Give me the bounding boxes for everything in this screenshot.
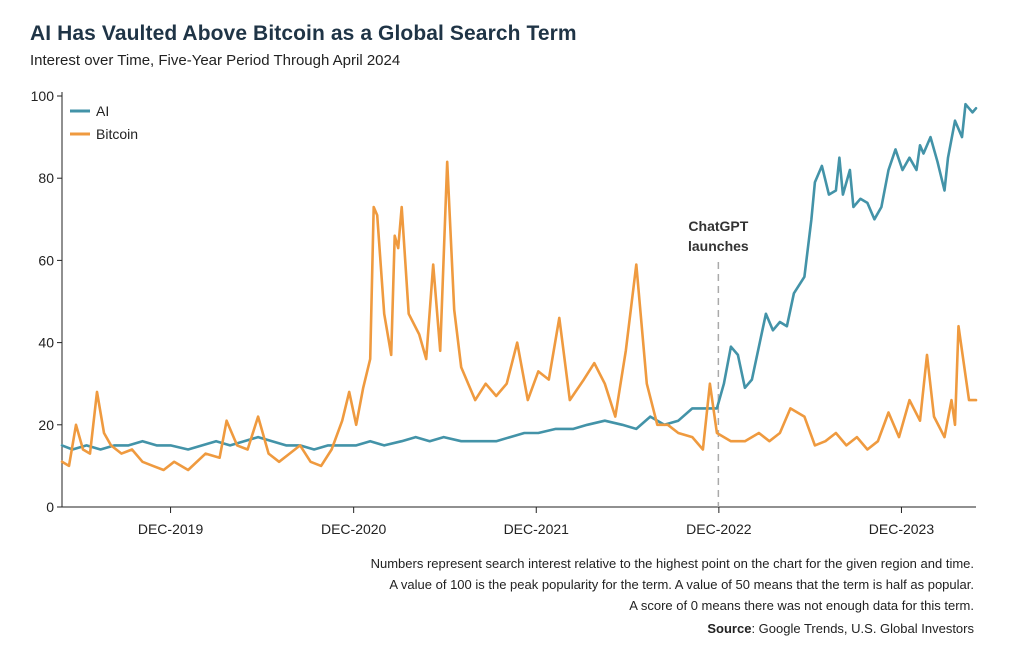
chart-subtitle: Interest over Time, Five-Year Period Thr… — [30, 52, 401, 69]
x-tick-label: DEC-2019 — [138, 521, 204, 537]
y-tick-label: 20 — [38, 417, 54, 433]
y-tick-label: 100 — [31, 88, 55, 104]
x-tick-label: DEC-2021 — [504, 521, 570, 537]
source-label: Source — [707, 621, 752, 636]
series-line-ai — [60, 102, 978, 451]
y-tick-label: 80 — [38, 170, 54, 186]
annotation-text-line: ChatGPT — [688, 218, 748, 234]
series-line-bitcoin — [60, 160, 978, 472]
y-tick-label: 60 — [38, 252, 54, 268]
footnote-line-2: A value of 100 is the peak popularity fo… — [389, 577, 974, 592]
footnote-line-1: Numbers represent search interest relati… — [370, 556, 974, 571]
y-tick-label: 0 — [46, 499, 54, 515]
chart-title: AI Has Vaulted Above Bitcoin as a Global… — [30, 22, 577, 45]
y-tick-label: 40 — [38, 335, 54, 351]
x-tick-label: DEC-2020 — [321, 521, 387, 537]
legend-label-ai: AI — [96, 103, 109, 119]
annotation-text-line: launches — [688, 238, 749, 254]
x-tick-label: DEC-2023 — [869, 521, 935, 537]
x-tick-label: DEC-2022 — [686, 521, 752, 537]
footnote-line-3: A score of 0 means there was not enough … — [629, 598, 974, 613]
source-line: Source: Google Trends, U.S. Global Inves… — [707, 621, 974, 636]
legend-label-bitcoin: Bitcoin — [96, 126, 138, 142]
source-text: : Google Trends, U.S. Global Investors — [751, 621, 974, 636]
